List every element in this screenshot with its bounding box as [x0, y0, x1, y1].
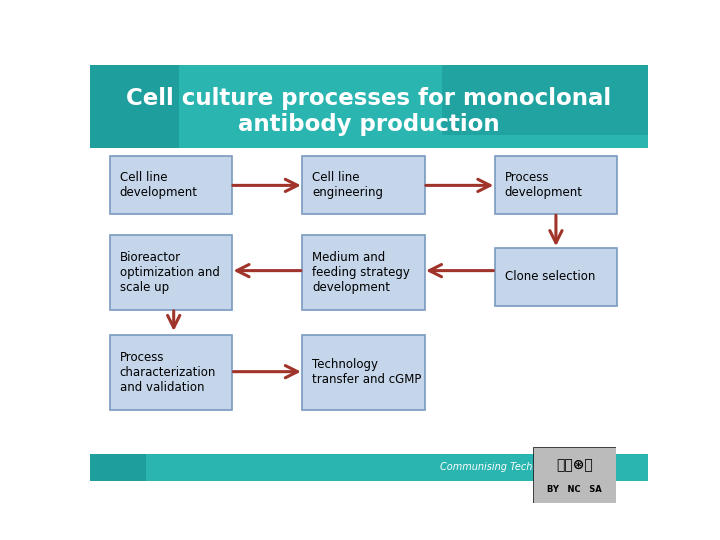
Text: Technology
transfer and cGMP: Technology transfer and cGMP — [312, 359, 421, 387]
FancyBboxPatch shape — [109, 335, 233, 410]
FancyBboxPatch shape — [441, 65, 648, 136]
FancyBboxPatch shape — [302, 156, 425, 214]
FancyBboxPatch shape — [533, 447, 616, 503]
Text: Clone selection: Clone selection — [505, 271, 595, 284]
FancyBboxPatch shape — [495, 156, 617, 214]
FancyBboxPatch shape — [90, 65, 179, 148]
Text: BY   NC   SA: BY NC SA — [546, 484, 602, 494]
Text: Cell culture processes for monoclonal: Cell culture processes for monoclonal — [127, 87, 611, 110]
Text: Cell line
engineering: Cell line engineering — [312, 171, 383, 199]
FancyBboxPatch shape — [495, 248, 617, 306]
FancyBboxPatch shape — [109, 235, 233, 310]
FancyBboxPatch shape — [302, 235, 425, 310]
FancyBboxPatch shape — [90, 454, 145, 481]
FancyBboxPatch shape — [90, 65, 648, 148]
FancyBboxPatch shape — [90, 148, 648, 454]
FancyBboxPatch shape — [90, 454, 648, 481]
FancyBboxPatch shape — [109, 156, 233, 214]
Text: Process
characterization
and validation: Process characterization and validation — [120, 351, 216, 394]
Text: Communising Technology: Communising Technology — [441, 462, 565, 472]
Text: antibody production: antibody production — [238, 113, 500, 136]
FancyBboxPatch shape — [302, 335, 425, 410]
Text: Medium and
feeding strategy
development: Medium and feeding strategy development — [312, 251, 410, 294]
Text: Bioreactor
optimization and
scale up: Bioreactor optimization and scale up — [120, 251, 220, 294]
Text: Process
development: Process development — [505, 171, 582, 199]
Text: Cell line
development: Cell line development — [120, 171, 197, 199]
Text: ⒸⒾ⊛Ⓒ: ⒸⒾ⊛Ⓒ — [556, 458, 593, 472]
